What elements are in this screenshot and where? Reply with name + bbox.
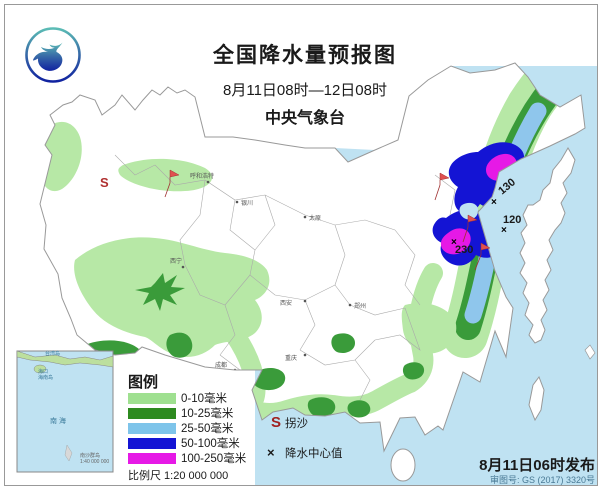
svg-text:台湾岛: 台湾岛	[45, 350, 60, 357]
svg-text:图例: 图例	[128, 373, 158, 391]
svg-text:8月11日06时发布: 8月11日06时发布	[479, 456, 595, 474]
svg-text:南 海: 南 海	[50, 416, 66, 425]
svg-text:×: ×	[267, 445, 275, 460]
svg-text:100-250毫米: 100-250毫米	[181, 451, 247, 465]
svg-text:S: S	[271, 414, 281, 431]
svg-text:降水中心值: 降水中心值	[285, 446, 343, 460]
svg-text:比例尺 1:20 000 000: 比例尺 1:20 000 000	[128, 468, 228, 482]
svg-text:×: ×	[501, 225, 507, 236]
svg-text:审图号: GS (2017) 3320号: 审图号: GS (2017) 3320号	[490, 474, 595, 485]
svg-text:25-50毫米: 25-50毫米	[181, 421, 234, 435]
svg-text:海南岛: 海南岛	[38, 374, 53, 381]
svg-text:重庆: 重庆	[285, 354, 297, 362]
svg-text:西宁: 西宁	[170, 257, 182, 265]
svg-text:海口: 海口	[38, 368, 48, 375]
svg-text:0-10毫米: 0-10毫米	[181, 391, 228, 405]
svg-text:拐沙: 拐沙	[285, 416, 308, 430]
svg-text:银川: 银川	[241, 199, 253, 207]
svg-text:50-100毫米: 50-100毫米	[181, 436, 240, 450]
svg-text:×: ×	[451, 237, 457, 248]
svg-text:南沙群岛: 南沙群岛	[80, 452, 100, 459]
svg-text:1:40 000 000: 1:40 000 000	[80, 459, 109, 465]
svg-text:10-25毫米: 10-25毫米	[181, 406, 234, 420]
svg-text:郑州: 郑州	[354, 302, 366, 310]
svg-text:太原: 太原	[309, 214, 321, 222]
svg-text:×: ×	[491, 197, 497, 208]
svg-text:S: S	[100, 175, 109, 190]
svg-text:呼和浩特: 呼和浩特	[190, 172, 214, 180]
svg-text:230: 230	[455, 244, 473, 256]
svg-text:西安: 西安	[280, 299, 292, 307]
